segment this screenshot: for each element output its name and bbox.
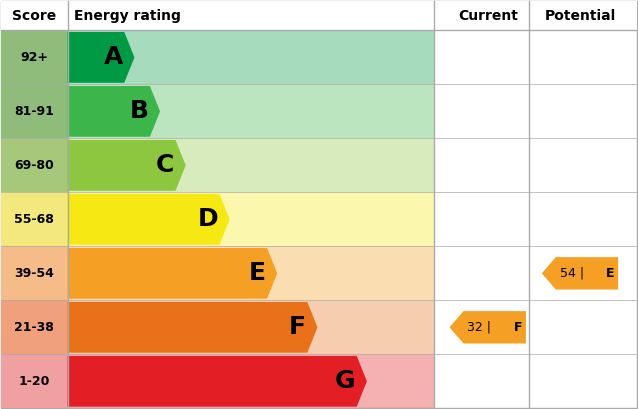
Polygon shape bbox=[68, 302, 318, 353]
Text: 32 |: 32 | bbox=[467, 321, 491, 334]
Text: 69-80: 69-80 bbox=[14, 159, 54, 172]
Text: E: E bbox=[606, 267, 614, 280]
Bar bbox=[1, 354, 68, 408]
Text: 92+: 92+ bbox=[20, 51, 48, 64]
Text: 21-38: 21-38 bbox=[14, 321, 54, 334]
Bar bbox=[68, 84, 434, 138]
Bar bbox=[1, 192, 68, 246]
Text: Current: Current bbox=[457, 9, 517, 22]
Bar bbox=[68, 192, 434, 246]
Bar bbox=[1, 300, 68, 354]
Text: 1-20: 1-20 bbox=[19, 375, 50, 388]
Bar bbox=[1, 30, 68, 84]
Polygon shape bbox=[68, 194, 230, 245]
Text: Energy rating: Energy rating bbox=[74, 9, 181, 22]
Text: A: A bbox=[103, 45, 123, 70]
Text: G: G bbox=[335, 369, 355, 393]
Bar bbox=[68, 354, 434, 408]
Bar bbox=[1, 84, 68, 138]
Polygon shape bbox=[68, 32, 135, 83]
Text: 55-68: 55-68 bbox=[14, 213, 54, 226]
Bar bbox=[68, 246, 434, 300]
Text: Score: Score bbox=[12, 9, 56, 22]
Text: 54 |: 54 | bbox=[560, 267, 584, 280]
Polygon shape bbox=[542, 257, 618, 290]
Polygon shape bbox=[68, 140, 186, 191]
Text: D: D bbox=[198, 207, 218, 231]
Polygon shape bbox=[450, 311, 526, 344]
Text: 81-91: 81-91 bbox=[14, 105, 54, 118]
Text: E: E bbox=[249, 261, 266, 285]
Polygon shape bbox=[68, 86, 160, 137]
Bar bbox=[1, 138, 68, 192]
Text: C: C bbox=[156, 153, 174, 178]
Polygon shape bbox=[68, 248, 278, 299]
Bar bbox=[1, 1, 637, 30]
Text: B: B bbox=[130, 99, 149, 124]
Text: 39-54: 39-54 bbox=[14, 267, 54, 280]
Bar bbox=[68, 30, 434, 84]
Bar bbox=[68, 300, 434, 354]
Bar bbox=[1, 246, 68, 300]
Polygon shape bbox=[68, 356, 367, 407]
Text: Potential: Potential bbox=[544, 9, 616, 22]
Bar bbox=[68, 138, 434, 192]
Text: F: F bbox=[514, 321, 522, 334]
Text: F: F bbox=[289, 315, 306, 339]
